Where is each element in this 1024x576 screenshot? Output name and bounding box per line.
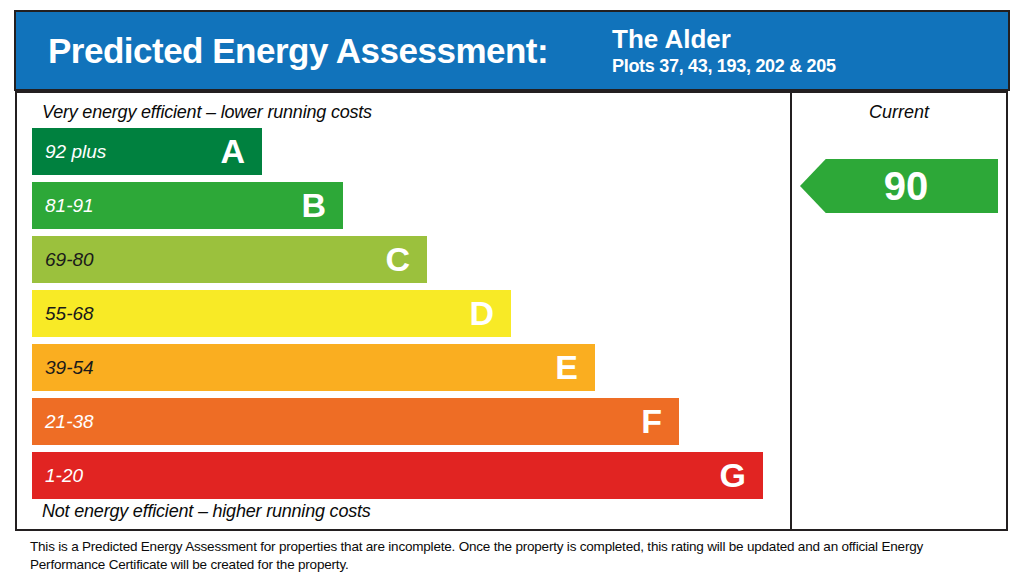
band-c-range: 69-80 [32,249,94,271]
band-b: 81-91 B [32,182,343,229]
band-a: 92 plus A [32,128,262,175]
property-name: The Alder [612,24,836,55]
band-d-range: 55-68 [32,303,94,325]
band-f-letter: F [641,402,679,441]
top-efficiency-label: Very energy efficient – lower running co… [42,102,372,123]
band-d: 55-68 D [32,290,511,337]
current-rating-arrow: 90 [800,159,998,213]
header: Predicted Energy Assessment: The Alder P… [14,10,1010,91]
band-a-letter: A [220,132,262,171]
band-f: 21-38 F [32,398,679,445]
band-d-letter: D [469,294,511,333]
bottom-efficiency-label: Not energy efficient – higher running co… [42,501,371,522]
property-plots: Plots 37, 43, 193, 202 & 205 [612,55,836,78]
band-g-letter: G [720,456,763,495]
rating-bands: 92 plus A 81-91 B 69-80 C 55-68 D 39-54 [32,128,763,506]
band-c-letter: C [385,240,427,279]
energy-rating-chart: Very energy efficient – lower running co… [15,91,1008,531]
band-f-range: 21-38 [32,411,94,433]
band-e: 39-54 E [32,344,595,391]
band-g: 1-20 G [32,452,763,499]
disclaimer-text: This is a Predicted Energy Assessment fo… [30,538,988,574]
current-column-header: Current [792,102,1006,123]
property-info: The Alder Plots 37, 43, 193, 202 & 205 [612,24,836,79]
band-c: 69-80 C [32,236,427,283]
predicted-energy-assessment-page: Predicted Energy Assessment: The Alder P… [0,0,1024,576]
band-a-range: 92 plus [32,141,106,163]
band-b-range: 81-91 [32,195,94,217]
current-rating-value: 90 [870,164,929,209]
band-e-letter: E [555,348,595,387]
band-g-range: 1-20 [32,465,83,487]
band-b-letter: B [301,186,343,225]
rating-bands-panel: Very energy efficient – lower running co… [17,93,790,529]
band-e-range: 39-54 [32,357,94,379]
page-title: Predicted Energy Assessment: [16,31,548,71]
current-rating-column: Current 90 [790,93,1006,529]
